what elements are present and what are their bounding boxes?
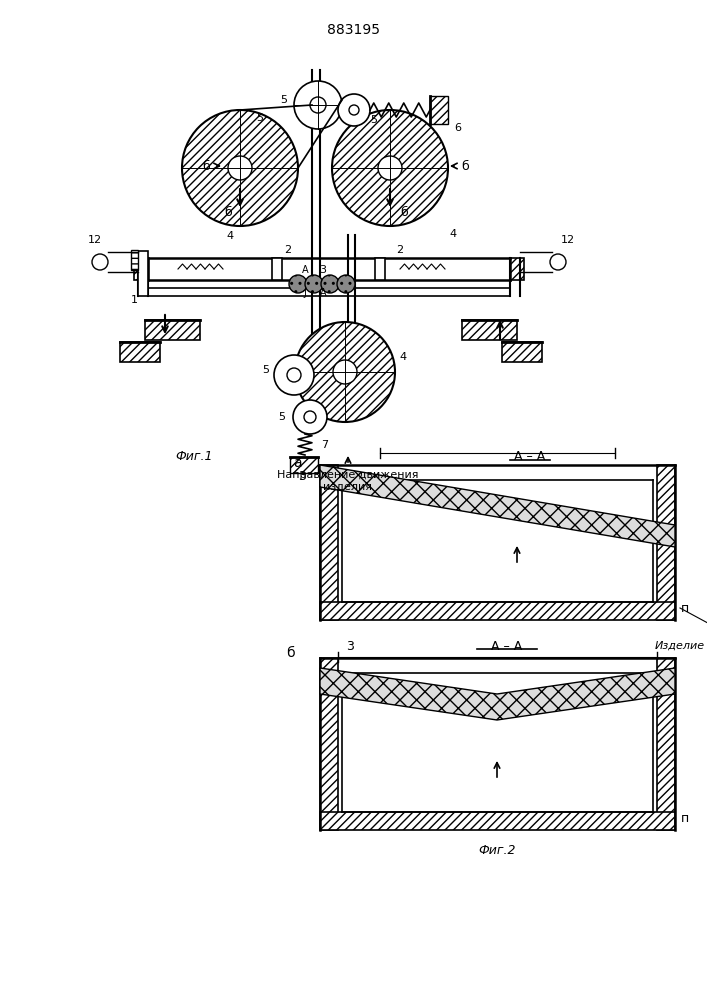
Circle shape bbox=[295, 322, 395, 422]
Circle shape bbox=[289, 275, 307, 293]
Bar bbox=[502, 342, 542, 362]
Bar bbox=[320, 465, 338, 620]
Polygon shape bbox=[320, 668, 675, 720]
Text: 2: 2 bbox=[397, 245, 404, 255]
Bar bbox=[657, 465, 675, 620]
Text: А – А: А – А bbox=[491, 640, 522, 652]
Text: п: п bbox=[681, 812, 689, 824]
Circle shape bbox=[287, 368, 301, 382]
Circle shape bbox=[305, 275, 323, 293]
Text: J: J bbox=[303, 288, 306, 298]
Circle shape bbox=[228, 156, 252, 180]
Text: 4: 4 bbox=[450, 229, 457, 239]
Circle shape bbox=[338, 94, 370, 126]
Text: A: A bbox=[302, 265, 308, 275]
Text: Фиг.2: Фиг.2 bbox=[478, 844, 515, 856]
Bar bbox=[462, 320, 517, 340]
Bar bbox=[657, 658, 675, 830]
Circle shape bbox=[378, 156, 402, 180]
Text: 12: 12 bbox=[561, 235, 575, 245]
Text: 1: 1 bbox=[131, 295, 137, 305]
Circle shape bbox=[333, 360, 357, 384]
Text: Фиг.1: Фиг.1 bbox=[175, 450, 213, 464]
Text: а: а bbox=[293, 456, 302, 470]
Bar bbox=[320, 602, 675, 620]
Bar bbox=[134, 258, 148, 280]
Bar bbox=[145, 320, 200, 340]
Text: 5: 5 bbox=[279, 412, 286, 422]
Bar bbox=[320, 812, 675, 830]
Text: б: б bbox=[461, 159, 469, 172]
Text: Направление движения: Направление движения bbox=[277, 470, 419, 480]
Circle shape bbox=[92, 254, 108, 270]
Text: 12: 12 bbox=[88, 235, 102, 245]
Text: Изделие: Изделие bbox=[655, 641, 705, 651]
Circle shape bbox=[293, 400, 327, 434]
Text: б: б bbox=[224, 207, 232, 220]
Bar bbox=[131, 250, 138, 270]
Circle shape bbox=[274, 355, 314, 395]
Circle shape bbox=[337, 275, 355, 293]
Circle shape bbox=[550, 254, 566, 270]
Text: A: A bbox=[320, 288, 327, 298]
Circle shape bbox=[182, 110, 298, 226]
Polygon shape bbox=[320, 465, 675, 547]
Text: 5: 5 bbox=[281, 95, 288, 105]
Text: изделия: изделия bbox=[324, 482, 373, 492]
Text: 3: 3 bbox=[298, 470, 306, 483]
Text: б: б bbox=[400, 207, 408, 220]
Text: 5: 5 bbox=[370, 115, 378, 125]
Text: 5: 5 bbox=[262, 365, 269, 375]
Text: 7: 7 bbox=[322, 440, 329, 450]
Text: 3: 3 bbox=[320, 265, 327, 275]
Text: 2: 2 bbox=[284, 245, 291, 255]
Circle shape bbox=[304, 411, 316, 423]
Bar bbox=[138, 251, 148, 296]
Circle shape bbox=[294, 81, 342, 129]
Text: 883195: 883195 bbox=[327, 23, 380, 37]
Text: п: п bbox=[681, 601, 689, 614]
Bar bbox=[510, 258, 524, 280]
Bar bbox=[120, 342, 160, 362]
Text: 5: 5 bbox=[257, 113, 264, 123]
Circle shape bbox=[349, 105, 359, 115]
Text: 6: 6 bbox=[455, 123, 462, 133]
Text: б: б bbox=[286, 646, 295, 660]
Bar bbox=[375, 258, 385, 280]
Bar bbox=[290, 457, 318, 473]
Text: б: б bbox=[202, 159, 210, 172]
Circle shape bbox=[332, 110, 448, 226]
Bar bbox=[272, 258, 282, 280]
Circle shape bbox=[321, 275, 339, 293]
Text: 4: 4 bbox=[399, 352, 407, 362]
Bar bbox=[320, 658, 338, 830]
Text: 4: 4 bbox=[226, 231, 233, 241]
Circle shape bbox=[310, 97, 326, 113]
Bar bbox=[430, 96, 448, 124]
Text: А – А: А – А bbox=[515, 450, 546, 464]
Text: 3: 3 bbox=[346, 640, 354, 652]
